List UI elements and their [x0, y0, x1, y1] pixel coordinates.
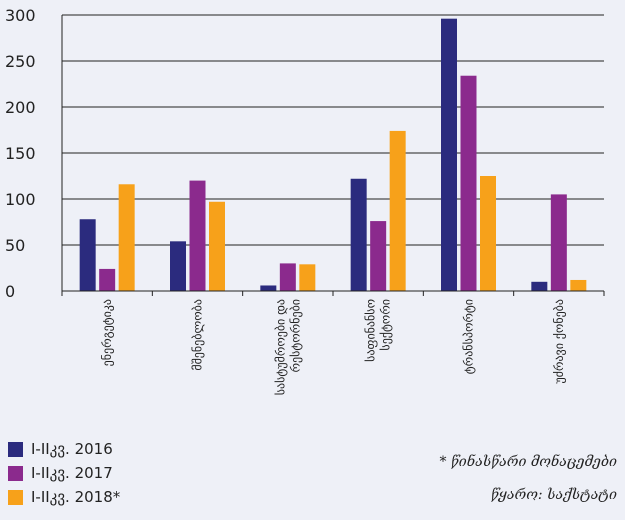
bar-3-0	[350, 178, 367, 291]
legend-label-2018: I-IIკვ. 2018*	[31, 488, 121, 506]
chart-notes: * წინასწარი მონაცემები წყარო: საქსტატი	[440, 450, 617, 516]
y-tick-label-100: 100	[5, 190, 36, 209]
y-tick-label-300: 300	[5, 6, 36, 25]
y-tick-label-200: 200	[5, 98, 36, 117]
bar-0-0	[79, 219, 96, 291]
y-tick-label-150: 150	[5, 144, 36, 163]
x-tick-label-2-line-0: სასტუმროები და	[273, 299, 287, 395]
bar-3-2	[389, 130, 406, 291]
x-tick-label-2-line-1: რესტორნები	[288, 299, 302, 373]
x-tick-label-3-line-1: სექტორი	[379, 299, 393, 351]
bar-1-2	[209, 201, 225, 291]
bar-2-1	[279, 263, 296, 291]
legend-swatch-2017	[8, 465, 23, 481]
bar-1-0	[170, 241, 186, 291]
bar-4-1	[460, 75, 477, 291]
y-tick-label-0: 0	[5, 282, 15, 301]
x-tick-labels: ენერგეტიკა მშენებლობა სასტუმროები და რესტორ…	[100, 299, 566, 395]
legend-swatch-2016	[8, 441, 23, 457]
bar-0-1	[99, 268, 116, 291]
x-tick-label-5: უძრავი ქონება	[552, 299, 566, 384]
bar-2-0	[260, 285, 277, 291]
source-note: წყარო: საქსტატი	[490, 487, 617, 503]
bar-5-0	[531, 281, 548, 291]
legend-label-2016: I-IIკვ. 2016	[31, 440, 113, 458]
x-tick-label-4-line-0: ტრანსპორტი	[462, 299, 476, 374]
bar-4-0	[441, 18, 457, 292]
x-tick-label-5-line-0: უძრავი ქონება	[552, 299, 566, 384]
bars	[79, 18, 587, 292]
x-tick-label-4: ტრანსპორტი	[462, 299, 476, 374]
bar-4-2	[480, 176, 496, 291]
bar-5-2	[570, 279, 587, 291]
x-tick-label-0-line-0: ენერგეტიკა	[100, 299, 114, 366]
y-tick-label-250: 250	[5, 52, 36, 71]
bar-1-1	[189, 180, 206, 291]
x-tick-label-1: მშენებლობა	[191, 299, 205, 371]
bar-2-2	[299, 264, 316, 291]
legend-item-2017: I-IIკვ. 2017	[8, 461, 120, 485]
x-tick-label-0: ენერგეტიკა	[100, 299, 114, 366]
axes	[61, 15, 605, 296]
legend: I-IIკვ. 2016 I-IIკვ. 2017 I-IIკვ. 2018*	[8, 437, 120, 509]
bar-3-1	[370, 221, 387, 291]
x-tick-label-3-line-0: საფინანსო	[364, 299, 378, 362]
y-tick-labels: 0 50 100 150 200 250 300	[5, 6, 36, 301]
x-tick-label-1-line-0: მშენებლობა	[191, 299, 205, 371]
preliminary-note: * წინასწარი მონაცემები	[439, 454, 617, 470]
grid-lines	[62, 14, 604, 246]
x-tick-label-3: საფინანსო სექტორი	[364, 299, 393, 362]
x-tick-label-2: სასტუმროები და რესტორნები	[273, 299, 302, 395]
bar-0-2	[118, 184, 135, 291]
legend-item-2018: I-IIკვ. 2018*	[8, 485, 120, 509]
y-tick-label-50: 50	[5, 236, 25, 255]
legend-swatch-2018	[8, 489, 23, 505]
legend-item-2016: I-IIკვ. 2016	[8, 437, 120, 461]
legend-label-2017: I-IIკვ. 2017	[31, 464, 113, 482]
bar-5-1	[550, 194, 567, 291]
